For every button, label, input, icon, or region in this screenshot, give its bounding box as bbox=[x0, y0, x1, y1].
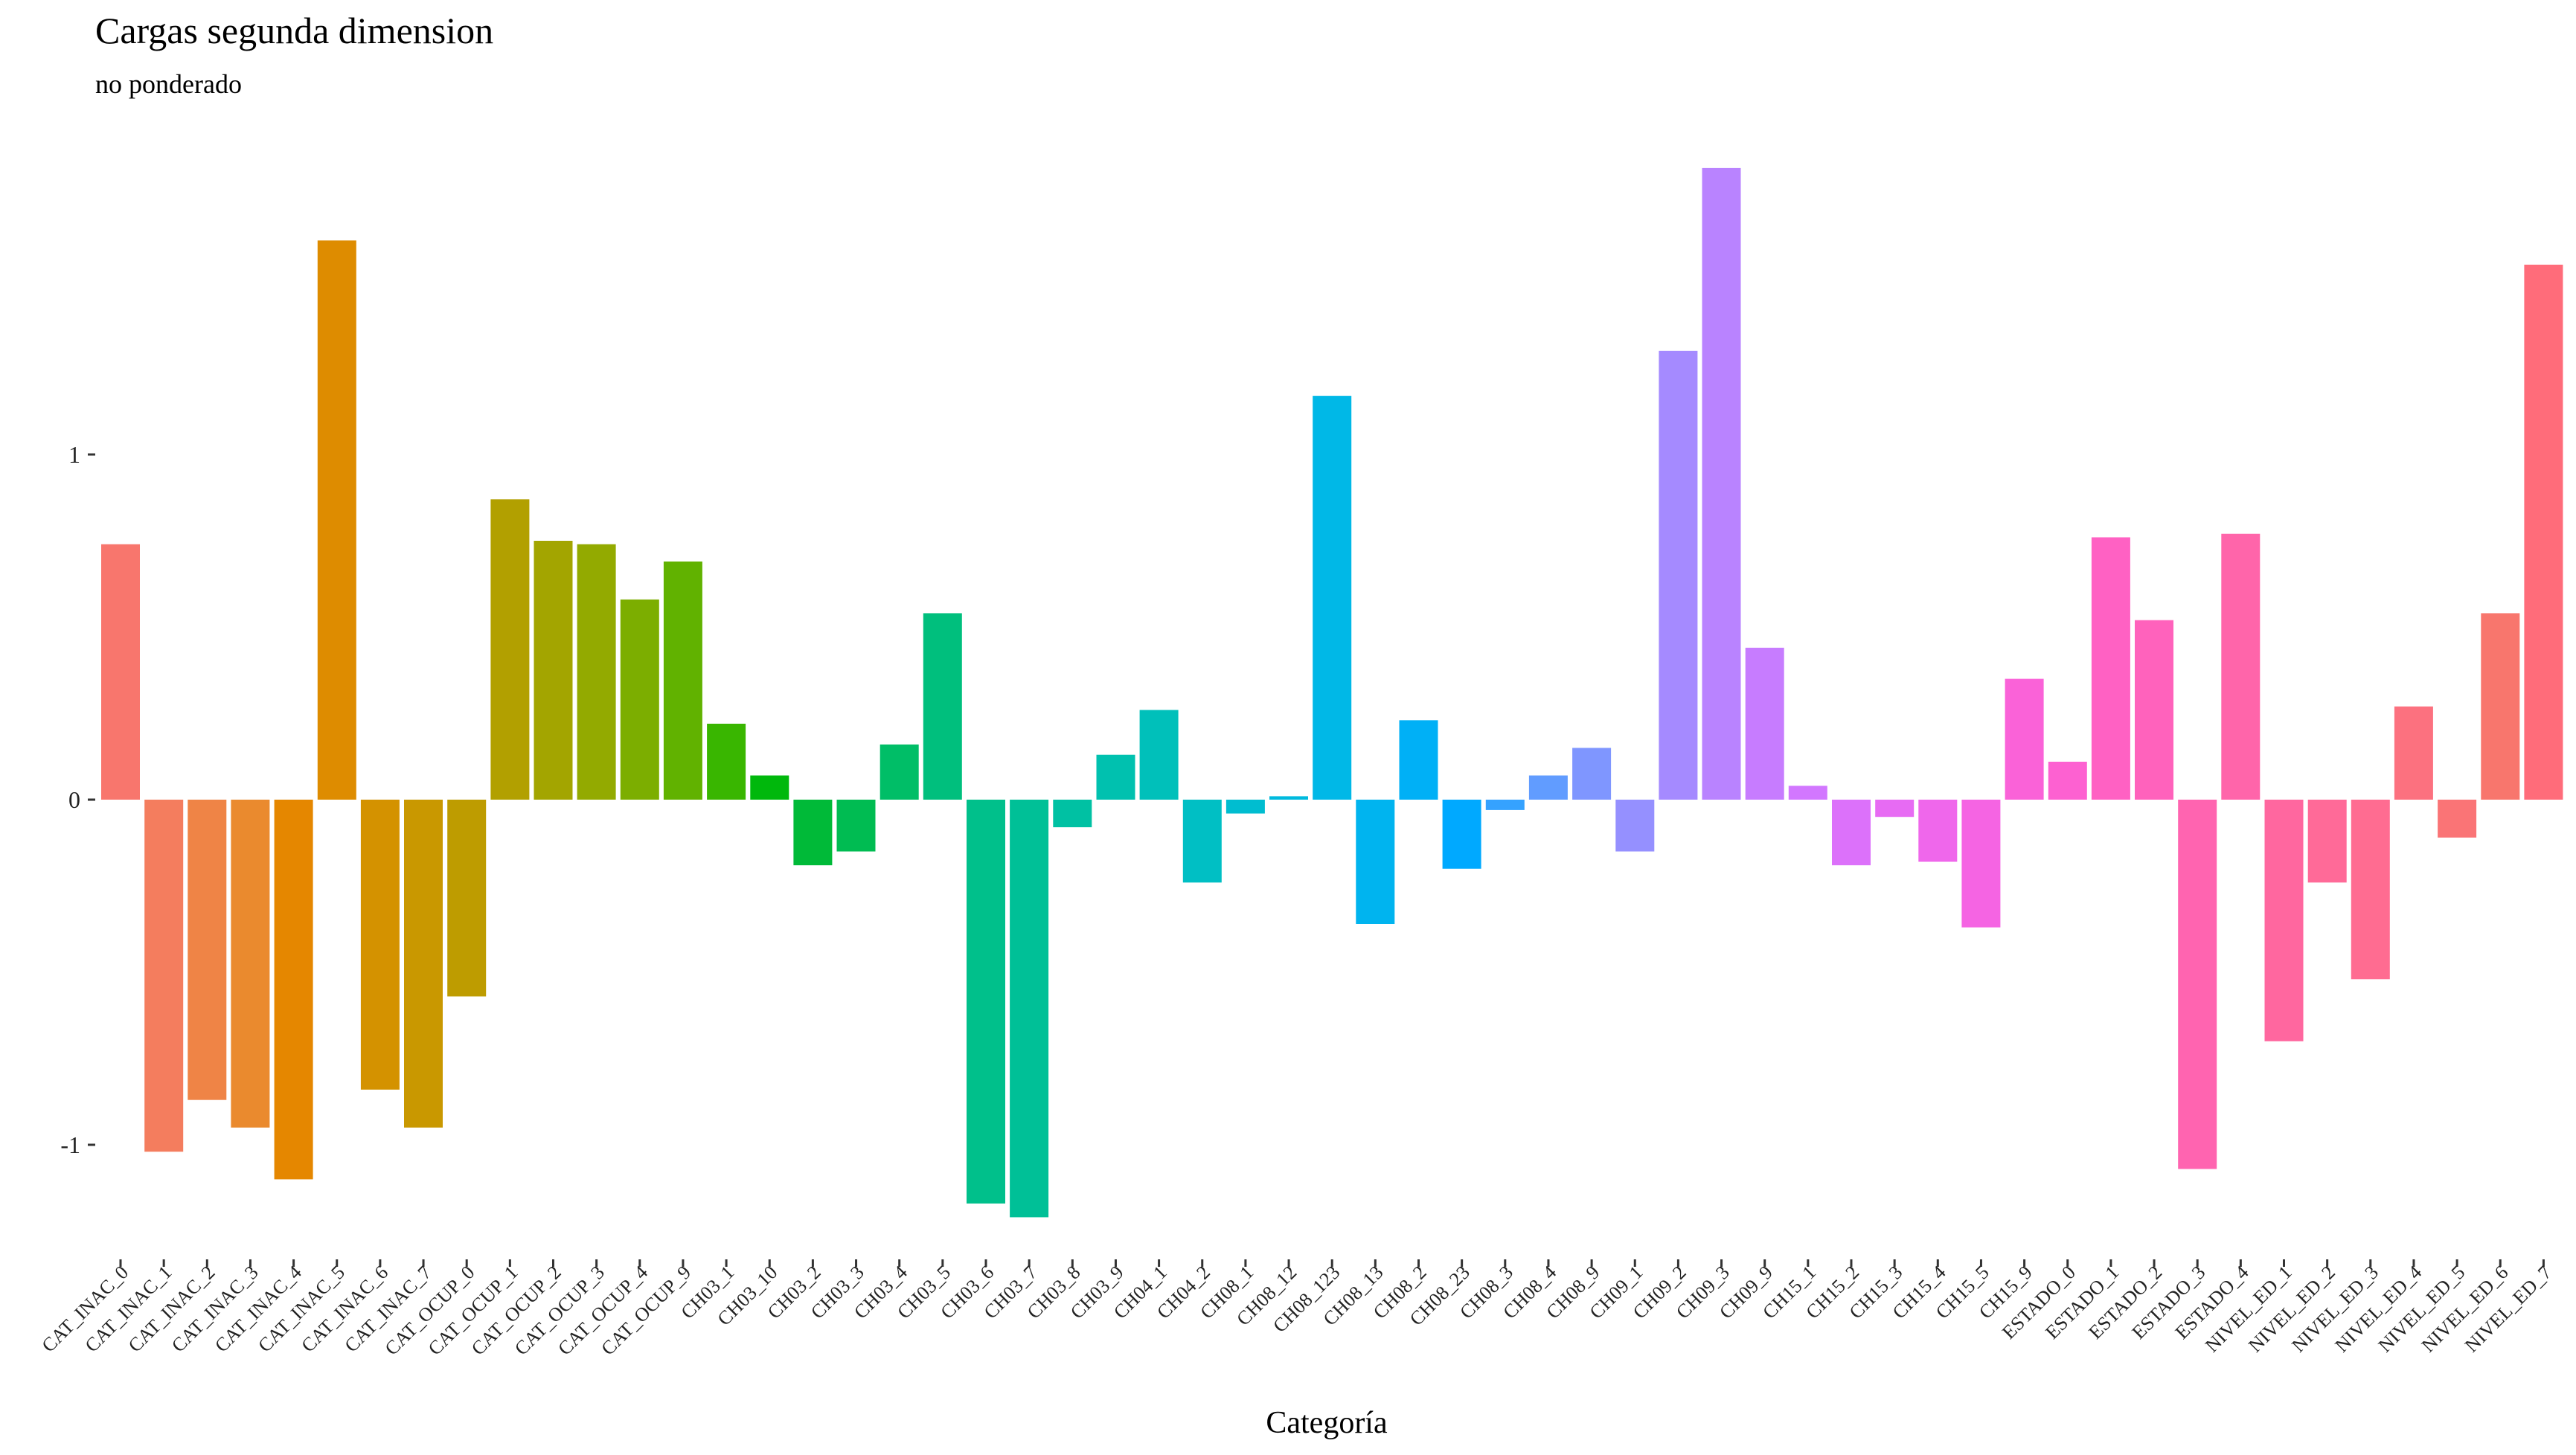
bar-ch08-13 bbox=[1356, 800, 1395, 924]
bar-ch03-8 bbox=[1053, 800, 1092, 828]
bar-ch04-1 bbox=[1139, 710, 1179, 800]
bar-nivel-ed-1 bbox=[2264, 800, 2304, 1041]
y-axis: -1 0 1 bbox=[60, 441, 95, 1158]
bar-ch03-7 bbox=[1010, 800, 1049, 1218]
bar-cat-inac-0 bbox=[101, 544, 140, 800]
bar-ch04-2 bbox=[1182, 800, 1222, 883]
bar-nivel-ed-5 bbox=[2438, 800, 2477, 838]
bar-ch08-9 bbox=[1572, 748, 1612, 800]
bar-cat-ocup-1 bbox=[490, 499, 530, 800]
bar-nivel-ed-6 bbox=[2481, 613, 2520, 800]
bar-cat-ocup-3 bbox=[577, 544, 616, 800]
bar-ch03-5 bbox=[923, 613, 962, 800]
bar-ch03-10 bbox=[750, 775, 789, 800]
bar-ch03-1 bbox=[707, 723, 746, 800]
bar-estado-1 bbox=[2091, 537, 2130, 800]
bar-ch15-5 bbox=[1961, 800, 2001, 928]
bar-estado-4 bbox=[2221, 533, 2261, 800]
bar-ch08-23 bbox=[1442, 800, 1481, 869]
bar-ch15-9 bbox=[2005, 678, 2044, 800]
bar-estado-2 bbox=[2135, 620, 2173, 800]
y-tick-label: 0 bbox=[68, 786, 80, 813]
bars bbox=[101, 167, 2563, 1218]
bar-estado-3 bbox=[2178, 800, 2217, 1169]
bar-cat-inac-6 bbox=[360, 800, 400, 1090]
chart-subtitle: no ponderado bbox=[95, 69, 242, 99]
x-axis-labels: CAT_INAC_0CAT_INAC_1CAT_INAC_2CAT_INAC_3… bbox=[37, 1259, 2556, 1360]
bar-cat-ocup-9 bbox=[663, 561, 702, 800]
bar-cat-ocup-2 bbox=[534, 541, 573, 800]
bar-ch15-2 bbox=[1832, 800, 1871, 866]
bar-cat-inac-4 bbox=[274, 800, 313, 1180]
bar-ch08-1 bbox=[1225, 800, 1265, 814]
bar-ch03-9 bbox=[1096, 754, 1135, 800]
bar-ch09-3 bbox=[1702, 167, 1741, 800]
bar-ch15-1 bbox=[1788, 786, 1827, 800]
bar-ch09-2 bbox=[1659, 350, 1698, 800]
bar-nivel-ed-3 bbox=[2351, 800, 2390, 980]
x-axis-title: Categoría bbox=[1266, 1406, 1388, 1440]
bar-ch08-123 bbox=[1313, 396, 1352, 800]
y-tick-label: -1 bbox=[60, 1131, 80, 1158]
bar-ch03-6 bbox=[967, 800, 1005, 1204]
y-tick-label: 1 bbox=[68, 441, 80, 468]
bar-ch03-3 bbox=[836, 800, 876, 852]
bar-ch03-4 bbox=[880, 744, 919, 800]
bar-estado-0 bbox=[2048, 762, 2087, 800]
bar-nivel-ed-7 bbox=[2524, 264, 2563, 800]
bar-ch09-9 bbox=[1745, 647, 1784, 800]
bar-cat-inac-5 bbox=[317, 240, 356, 800]
bar-cat-ocup-4 bbox=[620, 599, 659, 800]
bar-ch08-4 bbox=[1528, 775, 1568, 800]
bar-ch08-12 bbox=[1269, 796, 1308, 800]
bar-cat-inac-3 bbox=[231, 800, 270, 1128]
bar-ch15-4 bbox=[1918, 800, 1958, 862]
bar-nivel-ed-2 bbox=[2307, 800, 2347, 883]
chart-title: Cargas segunda dimension bbox=[95, 10, 493, 51]
bar-ch15-3 bbox=[1875, 800, 1915, 818]
bar-cat-inac-7 bbox=[404, 800, 443, 1128]
bar-ch03-2 bbox=[793, 800, 833, 866]
bar-ch08-2 bbox=[1399, 720, 1438, 800]
bar-ch08-3 bbox=[1485, 800, 1525, 810]
bar-nivel-ed-4 bbox=[2394, 706, 2433, 800]
bar-cat-inac-1 bbox=[144, 800, 184, 1152]
bar-cat-ocup-0 bbox=[447, 800, 487, 997]
bar-ch09-1 bbox=[1615, 800, 1655, 852]
bar-cat-inac-2 bbox=[188, 800, 227, 1100]
